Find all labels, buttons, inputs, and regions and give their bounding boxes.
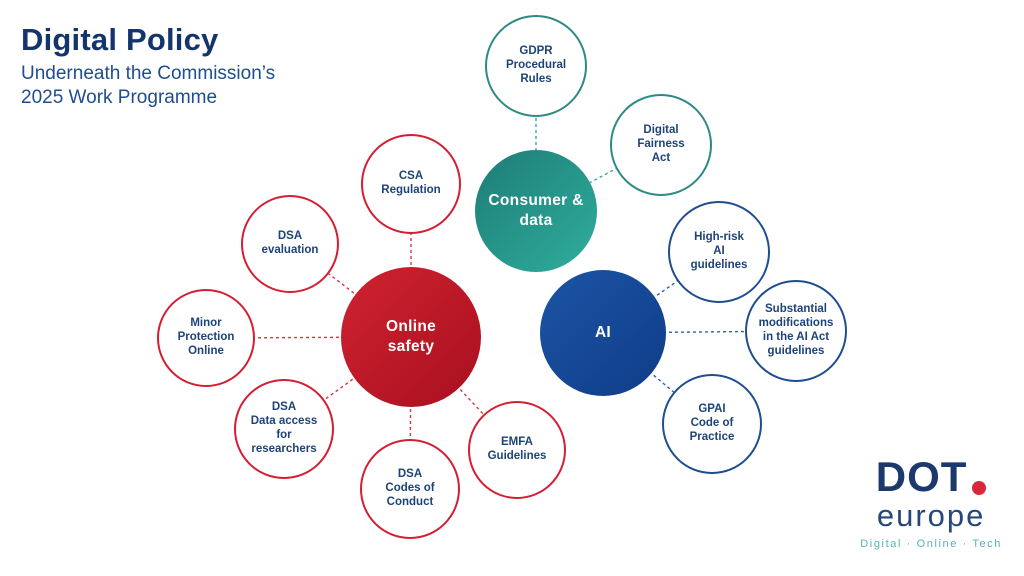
header: Digital Policy Underneath the Commission…	[21, 22, 275, 110]
satellite-high-risk-ai-guidelines: High-risk AI guidelines	[668, 201, 770, 303]
hub-consumer-data: Consumer & data	[475, 150, 597, 272]
satellite-dsa-codes-of-conduct: DSA Codes of Conduct	[360, 439, 460, 539]
hub-ai: AI	[540, 270, 666, 396]
satellite-gdpr-procedural-rules: GDPR Procedural Rules	[485, 15, 587, 117]
logo-wordmark: DOT	[875, 453, 968, 500]
hub-online-safety: Online safety	[341, 267, 481, 407]
logo-red-dot-icon	[972, 481, 987, 495]
page-title: Digital Policy	[21, 22, 219, 57]
logo-wordmark-row: DOT	[860, 456, 1002, 498]
satellite-csa-regulation: CSA Regulation	[361, 134, 461, 234]
logo-tagline: Digital · Online · Tech	[860, 538, 1002, 550]
satellite-digital-fairness-act: Digital Fairness Act	[610, 94, 712, 196]
dot-europe-logo: DOT europe Digital · Online · Tech	[860, 456, 1002, 550]
satellite-emfa-guidelines: EMFA Guidelines	[468, 401, 566, 499]
satellite-substantial-modifications-ai-act-guidelines: Substantial modifications in the AI Act …	[745, 280, 847, 382]
satellite-minor-protection-online: Minor Protection Online	[157, 289, 255, 387]
logo-europe: europe	[876, 498, 986, 533]
satellite-gpai-code-of-practice: GPAI Code of Practice	[662, 374, 762, 474]
satellite-dsa-data-access-for-researchers: DSA Data access for researchers	[234, 379, 334, 479]
subtitle-line-2: 2025 Work Programme	[21, 86, 218, 108]
subtitle-line-1: Underneath the Commission’s	[21, 63, 276, 84]
page-subtitle: Underneath the Commission’s 2025 Work Pro…	[21, 62, 275, 110]
satellite-dsa-evaluation: DSA evaluation	[241, 195, 339, 293]
